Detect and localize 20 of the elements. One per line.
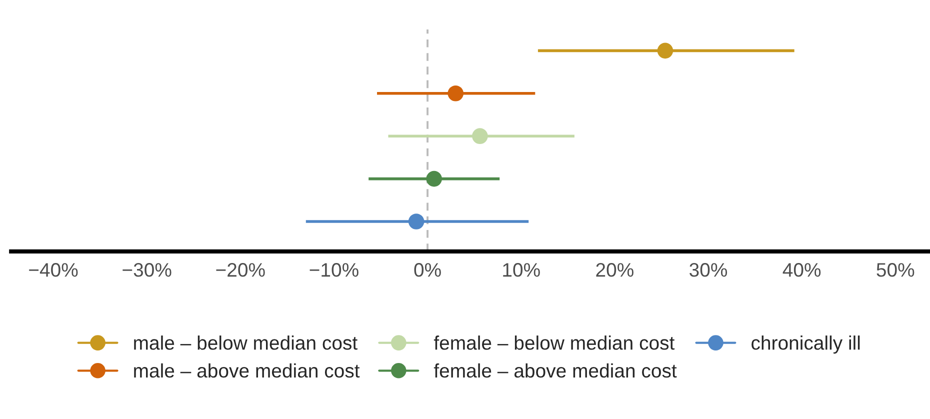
- point: [657, 42, 674, 59]
- x-tick-label: 10%: [503, 263, 540, 277]
- point: [426, 170, 442, 187]
- x-tick-label: −40%: [29, 263, 78, 277]
- x-tick-label: 0%: [414, 263, 441, 277]
- point: [448, 85, 464, 102]
- x-tick-label: −20%: [216, 263, 265, 277]
- x-tick-label: 40%: [782, 263, 821, 277]
- x-tick-label: 30%: [690, 263, 728, 277]
- x-tick-label: −10%: [310, 263, 358, 277]
- x-tick-label: 20%: [596, 263, 634, 277]
- legend-label: chronically ill: [752, 336, 860, 354]
- legend-label: male – below median cost: [134, 336, 358, 350]
- legend-label: male – above median cost: [134, 363, 360, 378]
- legend-label: female – above median cost: [434, 363, 677, 378]
- x-tick-label: −30%: [122, 263, 172, 277]
- x-tick-label: 50%: [876, 263, 914, 277]
- point: [408, 214, 424, 230]
- legend-label: female – below median cost: [434, 336, 675, 350]
- point: [472, 128, 488, 144]
